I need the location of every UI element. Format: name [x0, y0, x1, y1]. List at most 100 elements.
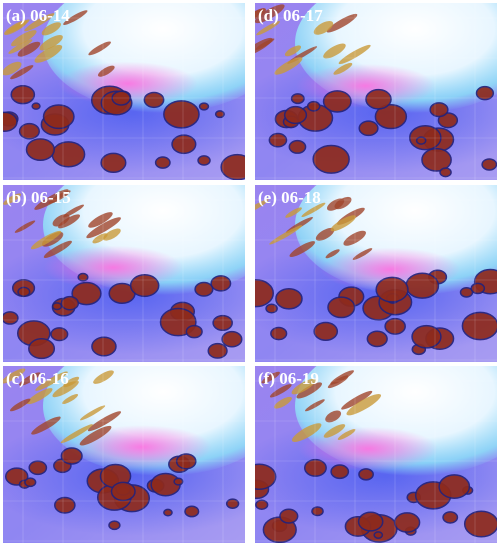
- storm-cell: [60, 295, 80, 311]
- streak: [326, 13, 358, 33]
- storm-cell: [290, 93, 305, 105]
- streak: [315, 227, 335, 241]
- storm-cell: [221, 330, 243, 348]
- storm-cell: [171, 134, 197, 155]
- storm-cell: [306, 100, 321, 112]
- storm-cell: [255, 499, 269, 510]
- storm-cell: [255, 279, 274, 308]
- storm-cell: [54, 496, 76, 514]
- streak: [285, 207, 302, 218]
- streak: [352, 248, 373, 260]
- storm-cell: [185, 324, 203, 339]
- streak: [3, 61, 22, 76]
- pink-area: [297, 426, 438, 471]
- streak: [284, 45, 302, 57]
- storm-cell: [475, 85, 495, 101]
- streak: [103, 228, 121, 241]
- streak: [86, 217, 121, 239]
- panel-label: (d) 06-17: [258, 6, 323, 25]
- streak: [62, 204, 85, 218]
- storm-cell: [91, 336, 117, 357]
- streak: [97, 65, 115, 77]
- streak: [291, 423, 322, 442]
- storm-cell: [108, 520, 121, 531]
- storm-cell: [214, 110, 225, 119]
- storm-cell: [71, 281, 102, 306]
- streak: [79, 425, 112, 446]
- streak: [261, 371, 280, 384]
- storm-cell: [415, 136, 427, 145]
- storm-cell: [408, 124, 442, 151]
- streak: [34, 44, 63, 63]
- streak: [325, 249, 340, 259]
- storm-cell: [463, 510, 497, 538]
- streak: [10, 30, 37, 47]
- storm-cell: [60, 447, 83, 465]
- storm-cell: [154, 156, 171, 169]
- streak: [269, 384, 292, 398]
- streak: [330, 215, 356, 232]
- storm-cell: [255, 463, 277, 490]
- storm-cell: [3, 111, 18, 132]
- streak: [19, 372, 41, 386]
- streak: [80, 405, 106, 421]
- streak: [88, 212, 113, 228]
- storm-cell: [374, 103, 408, 130]
- streak: [14, 220, 36, 233]
- storm-cell: [283, 105, 308, 125]
- storm-cell: [10, 85, 36, 105]
- streak: [255, 4, 285, 24]
- streak: [327, 375, 349, 389]
- storm-cell: [461, 311, 497, 341]
- storm-cell: [163, 508, 173, 517]
- streak: [338, 44, 371, 65]
- streak: [341, 390, 373, 410]
- streak: [35, 371, 68, 391]
- storm-cell: [312, 144, 350, 174]
- storm-cell: [18, 122, 40, 140]
- storm-cell: [207, 342, 228, 359]
- storm-cell: [197, 155, 211, 166]
- storm-cell: [275, 287, 303, 310]
- streak: [325, 410, 342, 423]
- storm-cell: [31, 102, 41, 110]
- panel: [3, 366, 245, 543]
- streak: [301, 202, 326, 218]
- storm-cell: [405, 272, 440, 299]
- panel-label: (b) 06-15: [6, 188, 71, 207]
- streak: [327, 198, 345, 211]
- panel: [255, 366, 497, 543]
- streak: [52, 214, 70, 227]
- panel-label: (a) 06-14: [6, 6, 70, 25]
- storm-cell: [173, 477, 184, 486]
- streak: [289, 241, 316, 258]
- streak: [256, 21, 281, 36]
- streak: [58, 214, 81, 229]
- streak: [92, 233, 108, 244]
- storm-cell: [429, 102, 449, 118]
- streak: [274, 57, 303, 75]
- storm-cell: [220, 153, 245, 180]
- storm-cell: [77, 272, 89, 282]
- storm-cell: [51, 141, 86, 168]
- streak: [323, 424, 346, 438]
- streak: [313, 21, 334, 35]
- panel: [3, 185, 245, 362]
- streak: [333, 62, 353, 75]
- storm-cell: [51, 302, 63, 311]
- streak: [17, 41, 41, 57]
- storm-cell: [3, 311, 19, 325]
- streak: [274, 396, 292, 409]
- streak: [296, 382, 322, 399]
- storm-cell: [28, 460, 48, 476]
- streak: [63, 10, 88, 25]
- streak: [24, 13, 55, 32]
- storm-cell: [442, 511, 459, 524]
- streak: [93, 370, 114, 384]
- streak: [62, 394, 79, 405]
- panel: [255, 3, 497, 180]
- streak: [323, 43, 346, 59]
- storm-cell: [384, 317, 406, 335]
- streak: [269, 225, 303, 245]
